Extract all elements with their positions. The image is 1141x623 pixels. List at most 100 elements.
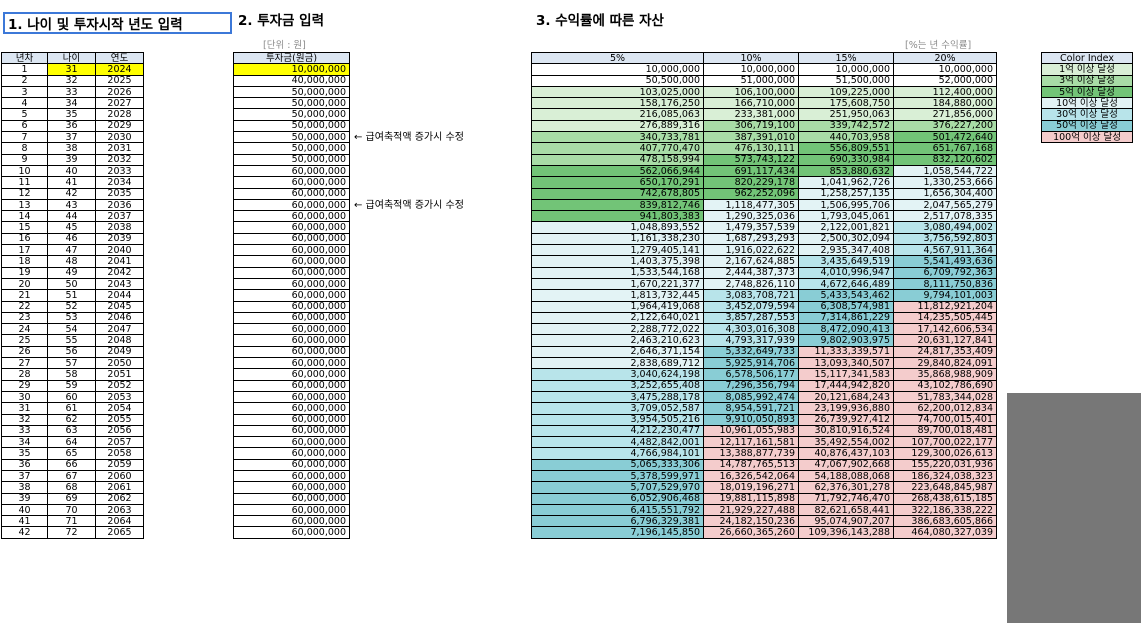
investment-cell[interactable]: 60,000,000 xyxy=(233,232,350,246)
asset-cell-10pct: 14,787,765,513 xyxy=(703,458,799,471)
year-cell: 2038 xyxy=(95,221,144,234)
investment-cell[interactable]: 60,000,000 xyxy=(233,357,350,370)
year-cell[interactable]: 2024 xyxy=(95,63,144,76)
investment-cell[interactable]: 60,000,000 xyxy=(233,526,350,539)
investment-cell[interactable]: 50,000,000 xyxy=(233,153,350,166)
table-row: 41 71 2064 xyxy=(1,515,144,528)
investment-cell[interactable]: 60,000,000 xyxy=(233,379,350,392)
investment-cell[interactable]: 60,000,000 xyxy=(233,458,350,471)
header-rate-5: 5% xyxy=(531,51,704,65)
legend-item: 50억 이상 달성 xyxy=(1041,119,1133,133)
investment-cell[interactable]: 60,000,000 xyxy=(233,424,350,438)
salary-increase-note-1: ← 급여축적액 증가시 수정 xyxy=(354,132,464,143)
investment-cell[interactable]: 50,000,000 xyxy=(233,131,350,144)
table-row: 60,000,000 xyxy=(233,368,350,381)
table-row: 1,533,544,168 2,444,387,373 4,010,996,947 6… xyxy=(531,266,997,279)
year-number-cell: 16 xyxy=(1,232,48,246)
year-cell: 2032 xyxy=(95,153,144,166)
investment-cell[interactable]: 10,000,000 xyxy=(233,63,350,76)
asset-cell-20pct: 501,472,640 xyxy=(893,131,997,144)
investment-cell[interactable]: 60,000,000 xyxy=(233,323,350,336)
investment-cell[interactable]: 60,000,000 xyxy=(233,266,350,279)
asset-cell-10pct: 26,660,365,260 xyxy=(703,526,799,539)
investment-cell[interactable]: 60,000,000 xyxy=(233,255,350,268)
legend-item: 3억 이상 달성 xyxy=(1041,74,1133,87)
year-cell: 2052 xyxy=(95,379,144,392)
table-row: 50,000,000 xyxy=(233,119,350,133)
year-number-cell: 42 xyxy=(1,526,48,539)
table-row: 14 44 2037 xyxy=(1,210,144,223)
table-row: 562,066,944 691,117,434 853,880,632 1,058,5… xyxy=(531,164,997,178)
asset-cell-20pct: 464,080,327,039 xyxy=(893,526,997,539)
investment-cell[interactable]: 50,000,000 xyxy=(233,97,350,110)
year-number-cell: 24 xyxy=(1,323,48,336)
table-row: 60,000,000 xyxy=(233,210,350,223)
investment-cell[interactable]: 50,000,000 xyxy=(233,119,350,133)
investment-cell[interactable]: 60,000,000 xyxy=(233,492,350,505)
section1-title[interactable]: 1. 나이 및 투자시작 년도 입력 xyxy=(3,12,232,34)
legend-row: 3억 이상 달성 xyxy=(1041,74,1133,87)
asset-cell-15pct: 51,500,000 xyxy=(798,74,894,87)
table-row: 3,475,288,178 8,085,992,474 20,121,684,243… xyxy=(531,390,997,404)
investment-cell[interactable]: 60,000,000 xyxy=(233,481,350,494)
investment-cell[interactable]: 60,000,000 xyxy=(233,469,350,483)
investment-cell[interactable]: 60,000,000 xyxy=(233,345,350,359)
investment-cell[interactable]: 60,000,000 xyxy=(233,198,350,212)
asset-cell-10pct: 16,326,542,064 xyxy=(703,469,799,483)
table-row: 60,000,000 xyxy=(233,187,350,200)
table-row: 407,770,470 476,130,111 556,809,551 651,767… xyxy=(531,142,997,155)
investment-cell[interactable]: 60,000,000 xyxy=(233,311,350,325)
asset-cell-5pct: 3,252,655,408 xyxy=(531,379,704,392)
investment-cell[interactable]: 60,000,000 xyxy=(233,244,350,257)
investment-cell[interactable]: 60,000,000 xyxy=(233,368,350,381)
investment-cell[interactable]: 60,000,000 xyxy=(233,436,350,449)
asset-cell-5pct: 1,279,405,141 xyxy=(531,244,704,257)
investment-cell[interactable]: 40,000,000 xyxy=(233,74,350,87)
table-row: 40,000,000 xyxy=(233,74,350,87)
age-cell: 37 xyxy=(47,131,96,144)
investment-cell[interactable]: 60,000,000 xyxy=(233,221,350,234)
investment-cell[interactable]: 50,000,000 xyxy=(233,142,350,155)
asset-cell-15pct: 440,703,958 xyxy=(798,131,894,144)
asset-cell-15pct: 6,308,574,981 xyxy=(798,300,894,313)
investment-cell[interactable]: 60,000,000 xyxy=(233,176,350,189)
investment-cell[interactable]: 60,000,000 xyxy=(233,503,350,517)
investment-cell[interactable]: 50,000,000 xyxy=(233,108,350,121)
legend-item: 10억 이상 달성 xyxy=(1041,97,1133,110)
investment-cell[interactable]: 60,000,000 xyxy=(233,447,350,460)
investment-cell[interactable]: 50,000,000 xyxy=(233,85,350,99)
table-row: 60,000,000 xyxy=(233,323,350,336)
investment-cell[interactable]: 60,000,000 xyxy=(233,277,350,291)
asset-cell-5pct: 6,052,906,468 xyxy=(531,492,704,505)
year-cell: 2059 xyxy=(95,458,144,471)
investment-cell[interactable]: 60,000,000 xyxy=(233,210,350,223)
investment-cell[interactable]: 60,000,000 xyxy=(233,289,350,302)
legend-row: 10억 이상 달성 xyxy=(1041,97,1133,110)
investment-cell[interactable]: 60,000,000 xyxy=(233,300,350,313)
table-row: 50,000,000 xyxy=(233,97,350,110)
table-row: 15 45 2038 xyxy=(1,221,144,234)
table-row: 1,161,338,230 1,687,293,293 2,500,302,094 3… xyxy=(531,232,997,246)
investment-cell[interactable]: 60,000,000 xyxy=(233,390,350,404)
age-cell[interactable]: 31 xyxy=(47,63,96,76)
asset-cell-10pct: 820,229,178 xyxy=(703,176,799,189)
investment-cell[interactable]: 60,000,000 xyxy=(233,187,350,200)
investment-cell[interactable]: 60,000,000 xyxy=(233,334,350,347)
investment-cell[interactable]: 60,000,000 xyxy=(233,402,350,415)
asset-cell-15pct: 1,041,962,726 xyxy=(798,176,894,189)
table-row: 60,000,000 xyxy=(233,447,350,460)
asset-cell-20pct: 271,856,000 xyxy=(893,108,997,121)
year-cell: 2031 xyxy=(95,142,144,155)
table-row: 1,964,419,068 3,452,079,594 6,308,574,981 1… xyxy=(531,300,997,313)
table-row: 27 57 2050 xyxy=(1,357,144,370)
age-cell: 43 xyxy=(47,198,96,212)
asset-cell-5pct: 6,415,551,792 xyxy=(531,503,704,517)
asset-cell-20pct: 322,186,338,222 xyxy=(893,503,997,517)
investment-cell[interactable]: 60,000,000 xyxy=(233,413,350,426)
investment-cell[interactable]: 60,000,000 xyxy=(233,164,350,178)
asset-cell-10pct: 10,961,055,983 xyxy=(703,424,799,438)
investment-cell[interactable]: 60,000,000 xyxy=(233,515,350,528)
table-row: 60,000,000 xyxy=(233,436,350,449)
age-cell: 51 xyxy=(47,289,96,302)
table-row: 13 43 2036 xyxy=(1,198,144,212)
